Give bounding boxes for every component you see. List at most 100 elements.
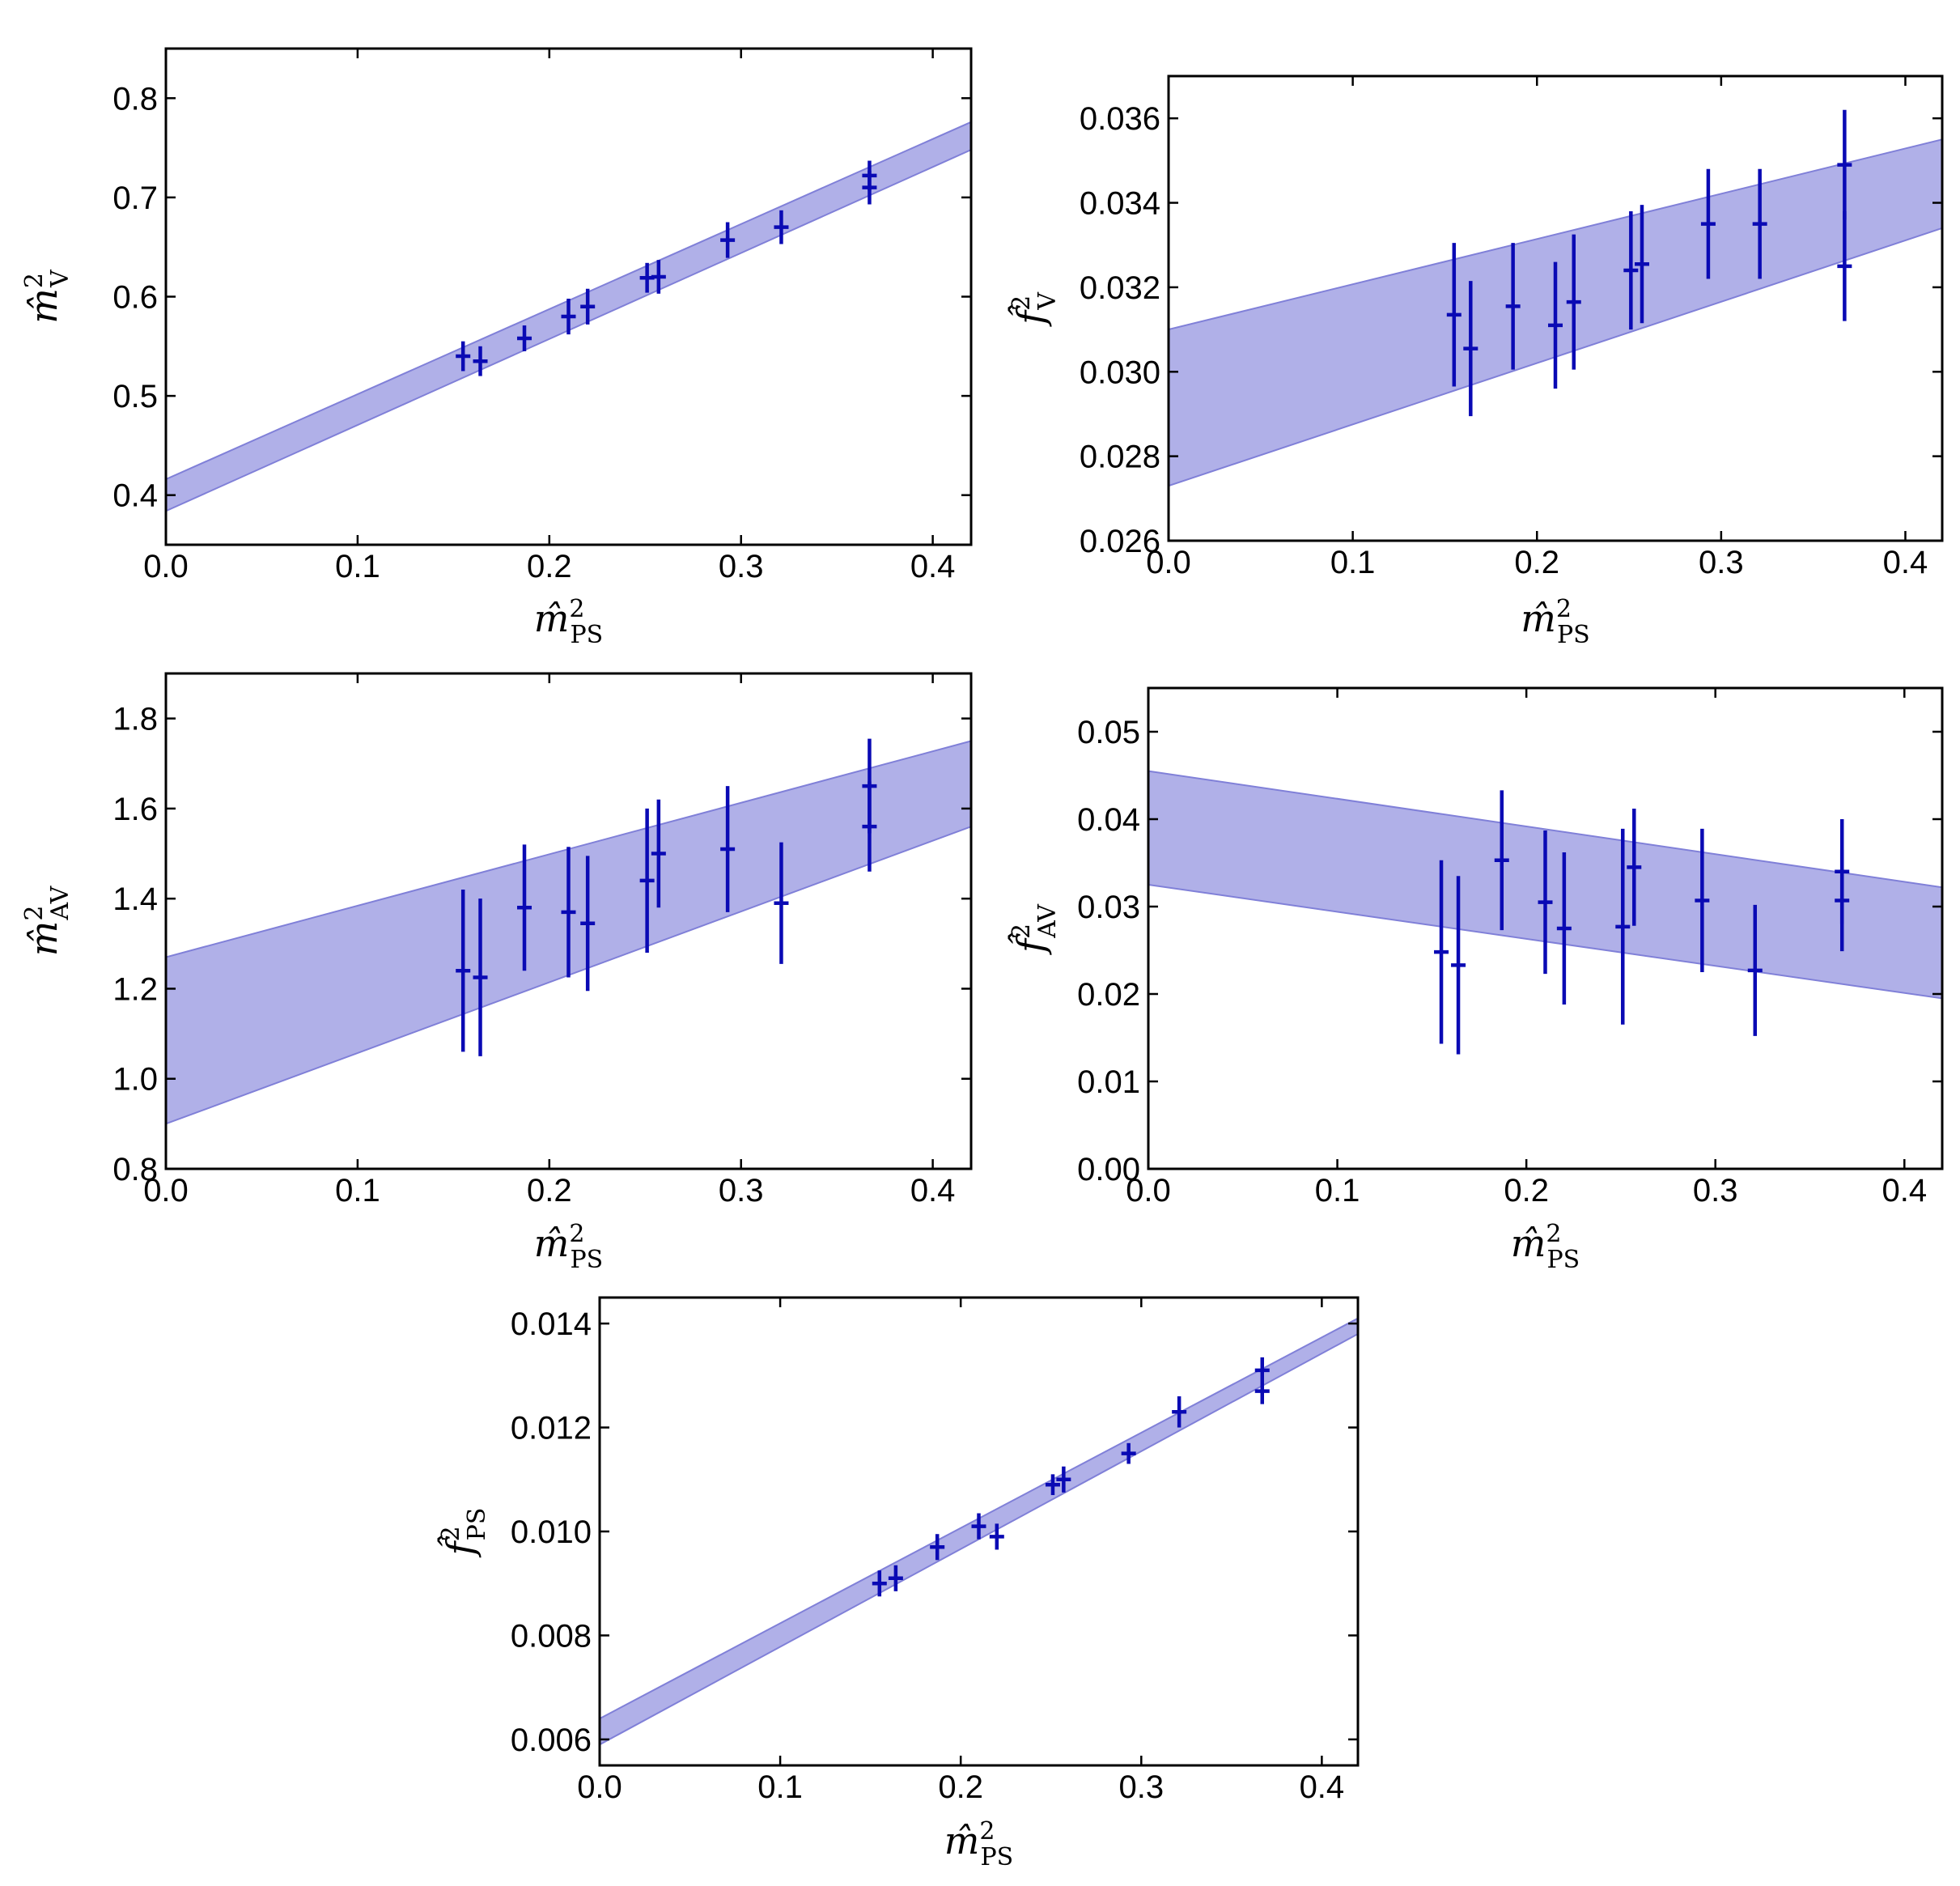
data-point-fV-0 [1446, 243, 1462, 387]
data-point-mAV-2 [517, 844, 532, 971]
data-point-mAV-3 [561, 847, 576, 978]
x-tick-label: 0.4 [1883, 545, 1928, 580]
y-tick-label: 1.4 [112, 881, 158, 917]
y-tick-label: 0.030 [1080, 355, 1160, 390]
data-point-fV-1 [1463, 281, 1478, 417]
data-point-mV-2 [517, 325, 532, 351]
y-tick-label: 0.01 [1077, 1064, 1140, 1100]
x-axis-label-fV: m̂2 PS [1521, 595, 1589, 649]
x-tick-label: 0.4 [910, 1173, 956, 1208]
data-point-fPS-7 [1121, 1442, 1136, 1464]
data-point-mV-10 [862, 160, 877, 191]
y-tick-label: 0.012 [511, 1411, 592, 1446]
x-tick-label: 0.0 [1146, 545, 1191, 580]
x-tick-label: 0.4 [1300, 1769, 1345, 1805]
y-tick-label: 0.4 [112, 478, 158, 514]
data-point-mV-0 [456, 341, 471, 372]
y-tick-label: 0.7 [112, 181, 158, 216]
data-point-fAV-6 [1627, 809, 1642, 926]
data-point-fPS-10 [1254, 1357, 1270, 1383]
x-tick-label: 0.3 [719, 549, 764, 584]
data-point-fPS-2 [930, 1534, 945, 1561]
x-tick-label: 0.1 [757, 1769, 803, 1805]
y-axis-label-mV: m̂2V [20, 269, 74, 324]
y-tick-label: 0.028 [1080, 440, 1160, 475]
chart-panel-fPS: 0.0 0.1 0.2 0.3 0.4 0.006 0.008 0.010 0.012 0.014… [437, 1296, 1360, 1871]
y-tick-label: 0.010 [511, 1514, 592, 1550]
data-point-mAV-1 [473, 898, 488, 1056]
data-point-mV-4 [580, 288, 596, 325]
x-tick-label: 0.3 [719, 1173, 764, 1208]
y-tick-label: 0.00 [1077, 1152, 1140, 1187]
y-tick-label: 0.6 [112, 280, 158, 316]
data-point-fV-10 [1837, 109, 1852, 220]
data-point-fAV-1 [1451, 876, 1466, 1055]
data-point-mV-1 [473, 346, 488, 376]
y-tick-label: 1.0 [112, 1062, 158, 1098]
y-tick-label: 1.8 [112, 702, 158, 737]
y-tick-label: 0.014 [511, 1306, 592, 1342]
x-tick-label: 0.2 [1504, 1173, 1549, 1208]
data-point-fV-3 [1548, 261, 1563, 389]
data-point-fPS-3 [971, 1513, 986, 1540]
y-tick-label: 0.006 [511, 1722, 592, 1758]
x-tick-label: 0.1 [335, 549, 380, 584]
data-point-fPS-8 [1172, 1396, 1187, 1428]
data-point-fAV-7 [1695, 828, 1710, 972]
x-tick-label: 0.3 [1699, 545, 1744, 580]
x-tick-label: 0.1 [335, 1173, 380, 1208]
x-tick-label: 0.4 [910, 549, 956, 584]
y-tick-label: 0.03 [1077, 890, 1140, 925]
x-axis-label-fAV: m̂2 PS [1511, 1220, 1580, 1274]
x-tick-label: 0.1 [1330, 545, 1376, 580]
data-point-mAV-8 [774, 842, 789, 964]
y-axis-label-fAV: f̂2AV [1008, 903, 1062, 955]
data-point-fV-2 [1505, 243, 1521, 370]
y-tick-label: 0.034 [1080, 186, 1160, 222]
panels: 0.0 0.1 0.2 0.3 0.4 0.4 0.5 0.6 0.7 0.8 m̂2 PS m̂2V 0… [20, 47, 1944, 1871]
x-axis-label-fPS: m̂2 PS [944, 1817, 1013, 1871]
data-point-mV-8 [774, 210, 789, 244]
data-point-fAV-4 [1556, 852, 1572, 1005]
data-point-fV-6 [1634, 205, 1649, 324]
y-axis-label-fV: f̂2V [1008, 291, 1062, 327]
y-tick-label: 0.026 [1080, 524, 1160, 559]
y-tick-label: 0.5 [112, 379, 158, 414]
y-tick-label: 1.2 [112, 971, 158, 1007]
y-tick-label: 0.036 [1080, 101, 1160, 137]
x-tick-label: 0.3 [1118, 1769, 1164, 1805]
y-tick-label: 0.05 [1077, 715, 1140, 750]
data-point-fPS-0 [872, 1570, 887, 1597]
x-tick-label: 0.2 [527, 549, 572, 584]
data-point-fAV-10 [1835, 819, 1850, 924]
data-point-mV-7 [720, 222, 736, 258]
x-tick-label: 0.2 [527, 1173, 572, 1208]
chart-panel-mV: 0.0 0.1 0.2 0.3 0.4 0.4 0.5 0.6 0.7 0.8 m̂2 PS m̂2V [20, 47, 973, 649]
data-point-fPS-1 [888, 1565, 903, 1591]
data-point-fPS-5 [1045, 1474, 1060, 1496]
x-tick-label: 0.0 [143, 549, 189, 584]
data-point-fV-9 [1837, 210, 1852, 321]
chart-panel-fAV: 0.0 0.1 0.2 0.3 0.4 0.00 0.01 0.02 0.03 0.04 0.05 m… [1008, 686, 1944, 1274]
y-tick-label: 0.04 [1077, 802, 1140, 838]
data-point-mV-6 [651, 260, 666, 294]
x-axis-label-mAV: m̂2 PS [534, 1220, 603, 1274]
y-tick-label: 0.8 [112, 1152, 158, 1187]
chart-panel-mAV: 0.0 0.1 0.2 0.3 0.4 0.8 1.0 1.2 1.4 1.6 1.8 m̂2 PS m̂… [20, 672, 973, 1274]
y-axis-label-mAV: m̂2AV [20, 885, 74, 956]
x-tick-label: 0.1 [1315, 1173, 1360, 1208]
data-point-mAV-4 [580, 856, 596, 992]
x-axis-label-mV: m̂2 PS [534, 595, 603, 649]
x-tick-label: 0.0 [1126, 1173, 1171, 1208]
x-tick-label: 0.4 [1882, 1173, 1927, 1208]
data-point-fAV-0 [1434, 860, 1449, 1044]
y-tick-label: 0.02 [1077, 977, 1140, 1013]
data-point-fV-7 [1700, 168, 1716, 279]
data-point-fAV-3 [1538, 830, 1553, 975]
plot-frame-mAV [164, 672, 973, 1170]
data-point-mV-3 [561, 298, 576, 335]
data-point-mAV-7 [720, 786, 736, 912]
data-point-fPS-4 [989, 1523, 1004, 1550]
data-point-fAV-2 [1494, 790, 1509, 931]
